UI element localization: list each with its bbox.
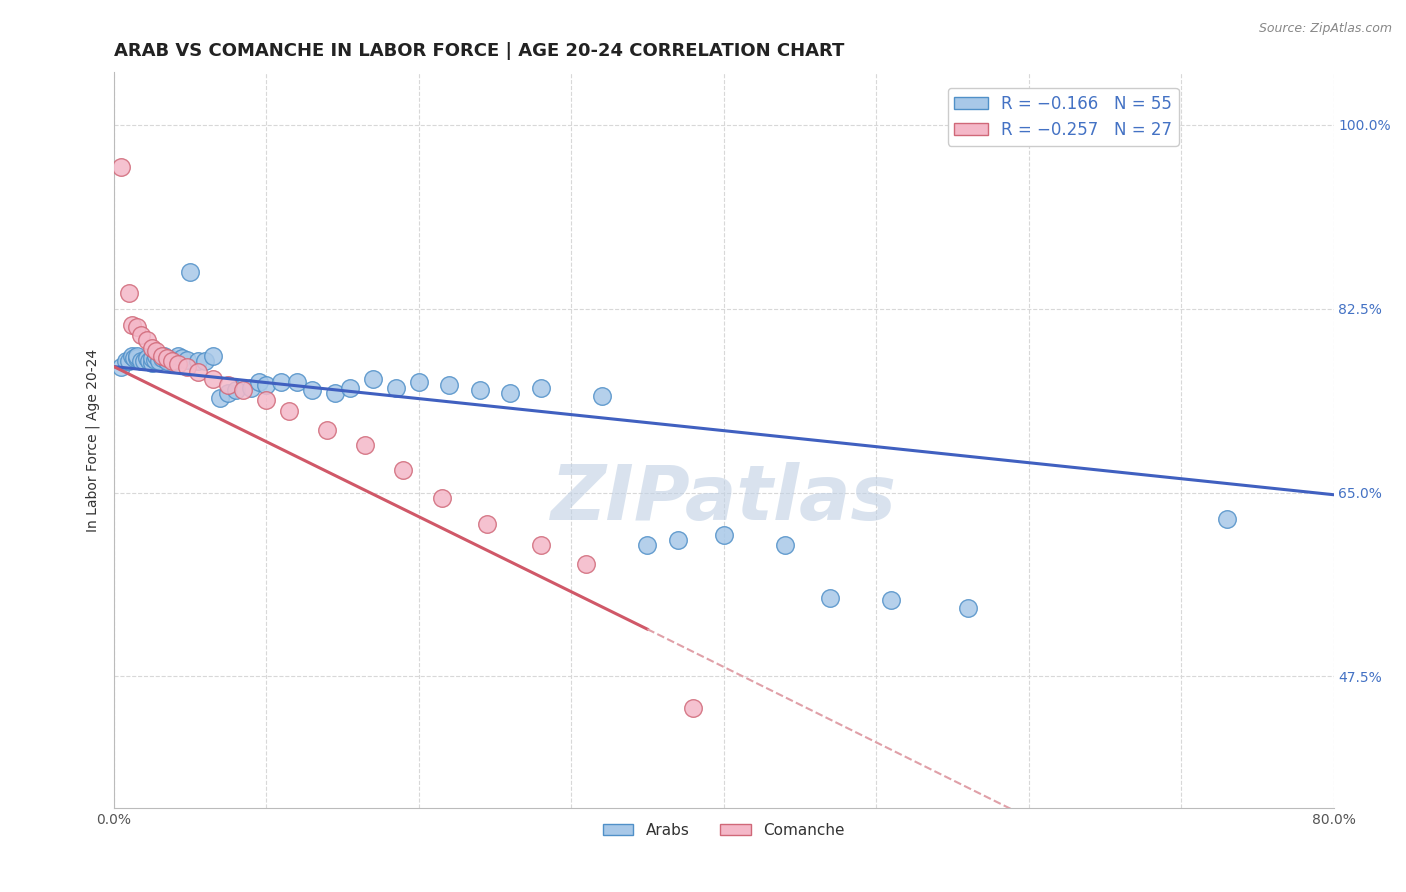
Point — [141, 351, 163, 366]
Point — [136, 351, 159, 366]
Point — [115, 354, 138, 368]
Y-axis label: In Labor Force | Age 20-24: In Labor Force | Age 20-24 — [86, 349, 100, 532]
Point — [384, 380, 406, 394]
Point — [575, 557, 598, 571]
Point — [141, 356, 163, 370]
Point — [145, 349, 167, 363]
Point — [477, 517, 499, 532]
Point — [301, 383, 323, 397]
Point — [129, 328, 152, 343]
Point — [217, 378, 239, 392]
Point — [201, 349, 224, 363]
Point — [232, 383, 254, 397]
Point — [278, 403, 301, 417]
Point — [956, 601, 979, 615]
Point — [172, 351, 194, 366]
Point — [148, 354, 170, 368]
Point — [145, 343, 167, 358]
Point — [122, 351, 145, 366]
Point — [110, 359, 132, 374]
Text: Source: ZipAtlas.com: Source: ZipAtlas.com — [1258, 22, 1392, 36]
Point — [430, 491, 453, 505]
Point — [323, 385, 346, 400]
Point — [110, 160, 132, 174]
Point — [682, 701, 704, 715]
Point — [285, 376, 308, 390]
Point — [217, 385, 239, 400]
Point — [392, 462, 415, 476]
Point — [160, 354, 183, 368]
Point — [880, 592, 903, 607]
Point — [316, 423, 339, 437]
Point — [820, 591, 842, 605]
Point — [247, 376, 270, 390]
Point — [136, 333, 159, 347]
Text: ZIPatlas: ZIPatlas — [551, 462, 897, 536]
Point — [666, 533, 689, 547]
Point — [176, 359, 198, 374]
Point — [254, 378, 277, 392]
Point — [499, 385, 522, 400]
Point — [361, 372, 384, 386]
Point — [152, 351, 174, 366]
Point — [239, 380, 262, 394]
Point — [530, 538, 553, 552]
Point — [152, 349, 174, 363]
Point — [713, 527, 735, 541]
Text: ARAB VS COMANCHE IN LABOR FORCE | AGE 20-24 CORRELATION CHART: ARAB VS COMANCHE IN LABOR FORCE | AGE 20… — [114, 42, 844, 60]
Point — [437, 378, 460, 392]
Point — [156, 354, 179, 368]
Point — [134, 354, 156, 368]
Point — [153, 349, 176, 363]
Point — [156, 351, 179, 366]
Point — [225, 383, 247, 397]
Point — [254, 393, 277, 408]
Point — [118, 286, 141, 301]
Point — [187, 354, 209, 368]
Point — [408, 376, 430, 390]
Point — [179, 265, 201, 279]
Point — [530, 380, 553, 394]
Point — [121, 349, 143, 363]
Point — [339, 380, 361, 394]
Point — [354, 438, 377, 452]
Point — [209, 391, 232, 405]
Point — [141, 341, 163, 355]
Point — [125, 319, 148, 334]
Point — [163, 354, 186, 368]
Point — [166, 358, 188, 372]
Point — [194, 354, 217, 368]
Point — [121, 318, 143, 332]
Point — [129, 354, 152, 368]
Point — [201, 372, 224, 386]
Point — [636, 538, 658, 552]
Point — [138, 354, 160, 368]
Point — [176, 353, 198, 368]
Point — [270, 376, 292, 390]
Legend: Arabs, Comanche: Arabs, Comanche — [596, 817, 851, 844]
Point — [143, 353, 166, 368]
Point — [125, 351, 148, 366]
Point — [187, 365, 209, 379]
Point — [1216, 512, 1239, 526]
Point — [160, 352, 183, 367]
Point — [118, 354, 141, 368]
Point — [773, 538, 796, 552]
Point — [591, 389, 613, 403]
Point — [166, 349, 188, 363]
Point — [468, 383, 491, 397]
Point — [125, 349, 148, 363]
